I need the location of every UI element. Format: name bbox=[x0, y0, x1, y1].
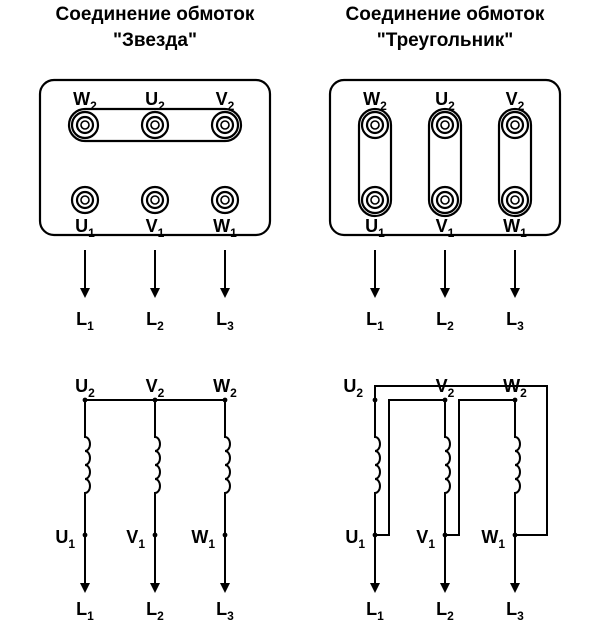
svg-text:L3: L3 bbox=[506, 599, 524, 623]
title-delta-2: "Треугольник" bbox=[377, 30, 514, 51]
svg-text:W2: W2 bbox=[503, 376, 527, 400]
svg-text:V1: V1 bbox=[126, 527, 145, 551]
svg-text:L2: L2 bbox=[146, 309, 164, 333]
svg-text:L1: L1 bbox=[76, 599, 94, 623]
title-star-2: "Звезда" bbox=[113, 30, 197, 51]
svg-text:U2: U2 bbox=[75, 376, 95, 400]
svg-text:L2: L2 bbox=[436, 599, 454, 623]
svg-text:L1: L1 bbox=[76, 309, 94, 333]
svg-text:V2: V2 bbox=[146, 376, 165, 400]
svg-text:U2: U2 bbox=[343, 376, 363, 400]
svg-text:L3: L3 bbox=[506, 309, 524, 333]
svg-text:L3: L3 bbox=[216, 599, 234, 623]
svg-text:L2: L2 bbox=[436, 309, 454, 333]
svg-text:V1: V1 bbox=[416, 527, 435, 551]
svg-text:U1: U1 bbox=[345, 527, 365, 551]
svg-text:U1: U1 bbox=[55, 527, 75, 551]
svg-text:L2: L2 bbox=[146, 599, 164, 623]
svg-text:W2: W2 bbox=[213, 376, 237, 400]
svg-text:L1: L1 bbox=[366, 599, 384, 623]
title-delta-1: Соединение обмоток bbox=[346, 4, 545, 25]
svg-text:L3: L3 bbox=[216, 309, 234, 333]
svg-text:L1: L1 bbox=[366, 309, 384, 333]
svg-text:W1: W1 bbox=[481, 527, 505, 551]
title-star-1: Соединение обмоток bbox=[56, 4, 255, 25]
svg-text:W1: W1 bbox=[191, 527, 215, 551]
svg-text:V2: V2 bbox=[436, 376, 455, 400]
